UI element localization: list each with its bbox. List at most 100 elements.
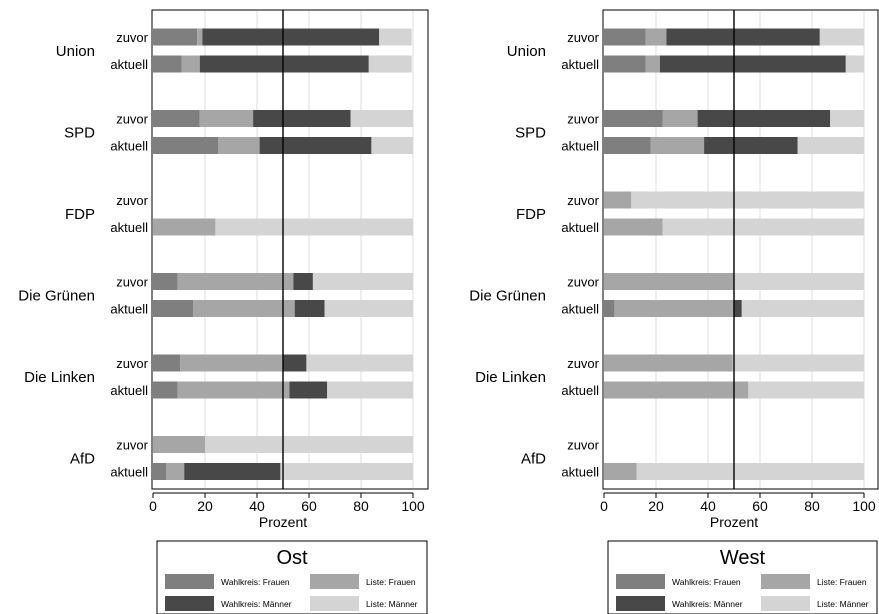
bar-spd-aktuell-wahlkreis_maenner — [259, 137, 372, 154]
x-tick-label: 0 — [149, 498, 157, 514]
legend-swatch-liste_frauen — [310, 574, 359, 589]
bar-die-linken-zuvor-liste_maenner — [306, 354, 413, 372]
bar-die-linken-aktuell-liste_maenner — [327, 381, 413, 399]
x-tick-label: 20 — [197, 498, 213, 514]
group-label-spd: SPD — [64, 125, 95, 142]
bar-die-gruenen-aktuell-liste_maenner — [741, 300, 864, 317]
row-label-aktuell: aktuell — [561, 220, 599, 235]
bar-afd-zuvor-liste_maenner — [205, 436, 413, 453]
bar-union-zuvor-liste_frauen — [645, 28, 667, 46]
bar-afd-zuvor-liste_frauen — [153, 436, 205, 453]
legend-swatch-wahlkreis_frauen — [616, 574, 665, 589]
plot-area — [602, 9, 879, 490]
group-label-die-linken: Die Linken — [475, 369, 546, 386]
bar-spd-aktuell-liste_maenner — [797, 137, 864, 154]
bar-union-aktuell-wahlkreis_frauen — [604, 55, 646, 73]
legend-swatch-wahlkreis_maenner — [616, 596, 665, 611]
group-label-die-gruenen: Die Grünen — [18, 288, 95, 305]
legend-label-wahlkreis_frauen: Wahlkreis: Frauen — [221, 577, 290, 587]
row-label-aktuell: aktuell — [110, 302, 148, 317]
bar-afd-aktuell-liste_frauen — [604, 463, 637, 480]
bar-die-linken-aktuell-liste_frauen — [604, 381, 749, 399]
panel-west: Union zuvor aktuell SPD zuvor aktuell FDP zuvor… — [469, 9, 879, 614]
row-label-zuvor: zuvor — [116, 112, 148, 127]
x-tick-label: 100 — [401, 498, 425, 514]
bar-union-zuvor-liste_maenner — [379, 28, 412, 46]
row-label-aktuell: aktuell — [110, 220, 148, 235]
bar-spd-aktuell-liste_maenner — [371, 137, 413, 154]
group-label-union: Union — [507, 43, 546, 60]
x-tick-label: 20 — [648, 498, 664, 514]
bar-afd-aktuell-wahlkreis_frauen — [153, 463, 166, 480]
legend-swatch-liste_maenner — [310, 596, 359, 611]
bar-union-zuvor-liste_frauen — [197, 28, 203, 46]
bar-afd-aktuell-liste_maenner — [280, 463, 413, 480]
group-label-fdp: FDP — [516, 206, 546, 223]
row-label-zuvor: zuvor — [567, 193, 599, 208]
row-label-aktuell: aktuell — [561, 57, 599, 72]
legend-label-liste_maenner: Liste: Männer — [817, 599, 869, 609]
group-label-afd: AfD — [521, 451, 546, 468]
bar-die-linken-aktuell-liste_maenner — [748, 381, 864, 399]
bar-die-gruenen-zuvor-liste_maenner — [734, 273, 864, 290]
legend-label-liste_frauen: Liste: Frauen — [817, 577, 867, 587]
legend-swatch-liste_frauen — [761, 574, 810, 589]
bar-fdp-aktuell-liste_frauen — [604, 218, 663, 236]
group-label-die-linken: Die Linken — [24, 369, 95, 386]
x-tick-label: 80 — [804, 498, 820, 514]
group-label-afd: AfD — [70, 451, 95, 468]
bar-union-aktuell-liste_frauen — [645, 55, 660, 73]
legend-label-wahlkreis_maenner: Wahlkreis: Männer — [221, 599, 292, 609]
panel-ost: Union zuvor aktuell SPD zuvor aktuell FDP zuvor… — [18, 9, 429, 614]
bar-spd-zuvor-liste_maenner — [350, 110, 413, 127]
legend-label-wahlkreis_maenner: Wahlkreis: Männer — [672, 599, 743, 609]
bar-die-linken-zuvor-liste_frauen — [180, 354, 283, 372]
bar-die-gruenen-zuvor-wahlkreis_frauen — [153, 273, 178, 290]
bar-spd-aktuell-wahlkreis_maenner — [704, 137, 798, 154]
bar-die-gruenen-aktuell-wahlkreis_frauen — [153, 300, 194, 317]
x-tick-label: 40 — [249, 498, 265, 514]
bar-die-linken-zuvor-wahlkreis_frauen — [153, 354, 181, 372]
bar-union-aktuell-wahlkreis_frauen — [153, 55, 182, 73]
bar-die-gruenen-aktuell-liste_maenner — [324, 300, 413, 317]
bar-union-aktuell-wahlkreis_maenner — [199, 55, 369, 73]
bar-union-aktuell-wahlkreis_maenner — [659, 55, 846, 73]
legend-label-liste_frauen: Liste: Frauen — [366, 577, 416, 587]
bar-spd-zuvor-liste_maenner — [830, 110, 864, 127]
bar-die-linken-zuvor-liste_frauen — [604, 354, 733, 372]
row-label-zuvor: zuvor — [116, 30, 148, 45]
x-tick-label: 0 — [600, 498, 608, 514]
row-label-zuvor: zuvor — [567, 438, 599, 453]
bar-afd-aktuell-liste_maenner — [636, 463, 864, 480]
row-label-zuvor: zuvor — [567, 275, 599, 290]
bar-afd-aktuell-liste_frauen — [166, 463, 185, 480]
x-axis-title: Prozent — [259, 514, 307, 530]
row-label-zuvor: zuvor — [567, 112, 599, 127]
x-tick-label: 60 — [752, 498, 768, 514]
bar-spd-zuvor-liste_frauen — [199, 110, 254, 127]
bar-union-zuvor-wahlkreis_maenner — [666, 28, 820, 46]
x-tick-label: 60 — [301, 498, 317, 514]
group-label-die-gruenen: Die Grünen — [469, 288, 546, 305]
row-label-zuvor: zuvor — [567, 30, 599, 45]
legend-swatch-liste_maenner — [761, 596, 810, 611]
bar-die-gruenen-zuvor-wahlkreis_maenner — [293, 273, 313, 290]
group-label-fdp: FDP — [65, 206, 95, 223]
bar-die-gruenen-zuvor-liste_maenner — [312, 273, 413, 290]
row-label-aktuell: aktuell — [110, 57, 148, 72]
bar-fdp-aktuell-liste_frauen — [153, 218, 216, 236]
bar-spd-zuvor-wahlkreis_maenner — [253, 110, 351, 127]
bar-die-gruenen-zuvor-liste_frauen — [177, 273, 294, 290]
group-label-spd: SPD — [515, 125, 546, 142]
bar-die-gruenen-aktuell-liste_frauen — [193, 300, 295, 317]
bar-die-linken-zuvor-liste_maenner — [732, 354, 864, 372]
legend-label-wahlkreis_frauen: Wahlkreis: Frauen — [672, 577, 741, 587]
bar-spd-zuvor-wahlkreis_frauen — [153, 110, 200, 127]
bar-die-linken-aktuell-wahlkreis_frauen — [153, 381, 178, 399]
bar-die-linken-aktuell-wahlkreis_maenner — [289, 381, 328, 399]
bar-union-aktuell-liste_maenner — [845, 55, 864, 73]
bar-union-zuvor-wahlkreis_frauen — [604, 28, 646, 46]
bar-spd-aktuell-wahlkreis_frauen — [604, 137, 651, 154]
row-label-aktuell: aktuell — [110, 139, 148, 154]
row-label-aktuell: aktuell — [561, 302, 599, 317]
